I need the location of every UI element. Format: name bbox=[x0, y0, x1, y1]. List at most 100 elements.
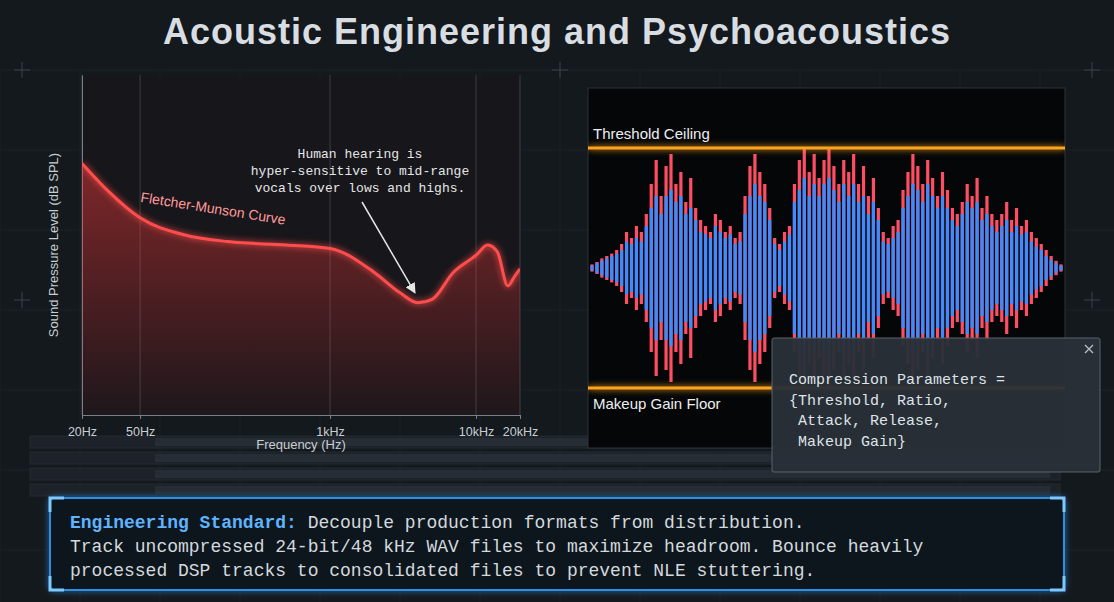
waveform-bar bbox=[655, 160, 658, 376]
close-icon[interactable] bbox=[1085, 345, 1093, 353]
waveform-bar bbox=[951, 208, 954, 328]
waveform-bar bbox=[911, 184, 914, 352]
waveform-bar bbox=[941, 196, 944, 340]
waveform-bar bbox=[1054, 263, 1057, 273]
waveform-bar bbox=[610, 256, 613, 280]
box-text: Compression Parameters ={Threshold, Rati… bbox=[789, 372, 1005, 451]
waveform-bar bbox=[788, 234, 791, 301]
tick: 10kHz bbox=[459, 415, 494, 439]
waveform-bar bbox=[936, 196, 939, 340]
waveform-bar bbox=[719, 220, 722, 316]
waveform-bar bbox=[734, 238, 737, 298]
waveform-bar bbox=[877, 220, 880, 316]
tick-mark bbox=[330, 415, 331, 419]
waveform-bar bbox=[778, 250, 781, 286]
waveform-bar bbox=[837, 202, 840, 334]
waveform-bar bbox=[635, 226, 638, 310]
waveform-bar bbox=[985, 214, 988, 322]
waveform-bar bbox=[783, 242, 786, 295]
waveform-bar bbox=[892, 238, 895, 298]
waveform-bar bbox=[758, 172, 761, 364]
waveform-bar bbox=[916, 190, 919, 346]
box-line: Track uncompressed 24-bit/48 kHz WAV fil… bbox=[70, 537, 924, 557]
waveform-bar bbox=[966, 184, 969, 352]
waveform-bar bbox=[1000, 226, 1003, 310]
waveform-bar bbox=[971, 196, 974, 340]
waveform-bar bbox=[669, 154, 672, 382]
waveform-bar bbox=[783, 232, 786, 304]
waveform-bar bbox=[877, 208, 880, 328]
tick-label: 20Hz bbox=[68, 425, 97, 439]
waveform-bar bbox=[620, 244, 623, 292]
curve-area bbox=[82, 163, 520, 415]
waveform-bar bbox=[743, 196, 746, 340]
box-line: Attack, Release, bbox=[789, 413, 942, 430]
box-line: Makeup Gain} bbox=[789, 434, 906, 451]
waveform-bar bbox=[941, 172, 944, 364]
waveform-bar bbox=[827, 178, 830, 358]
waveform-bar bbox=[709, 238, 712, 298]
waveform-bar bbox=[1030, 242, 1033, 295]
waveform-bar bbox=[595, 263, 598, 273]
waveform-bar bbox=[714, 226, 717, 310]
waveform-bar bbox=[1020, 234, 1023, 301]
waveform-bar bbox=[709, 232, 712, 304]
corner-bracket bbox=[1050, 498, 1064, 512]
waveform-bar bbox=[684, 214, 687, 322]
waveform-bar bbox=[862, 196, 865, 340]
grid bbox=[82, 75, 520, 415]
waveform-bar bbox=[763, 202, 766, 334]
waveform-bar bbox=[600, 261, 603, 275]
waveform-bar bbox=[748, 196, 751, 340]
waveform-bar bbox=[699, 220, 702, 316]
waveform-bar bbox=[813, 184, 816, 352]
axis-title: Frequency (Hz) bbox=[256, 437, 346, 452]
waveform-bar bbox=[1015, 208, 1018, 328]
waveform-bar bbox=[689, 208, 692, 328]
waveform-bar bbox=[1020, 226, 1023, 310]
waveform-bar bbox=[625, 242, 628, 295]
box-panel bbox=[50, 498, 1064, 590]
plot-background bbox=[82, 75, 520, 415]
waveform-bar bbox=[803, 178, 806, 358]
waveform-bar bbox=[739, 232, 742, 304]
close-button-area[interactable] bbox=[1081, 341, 1097, 357]
waveform-bar bbox=[1030, 232, 1033, 304]
box-panel bbox=[772, 338, 1100, 472]
waveform-bar bbox=[615, 254, 618, 283]
close-button[interactable] bbox=[1081, 341, 1097, 357]
waveform-bar bbox=[763, 184, 766, 352]
waveform-bar bbox=[605, 258, 608, 277]
background bbox=[0, 0, 1114, 602]
annotation-line: hyper-sensitive to mid-range bbox=[251, 164, 469, 179]
waveform-bar bbox=[768, 208, 771, 328]
waveform-bar bbox=[743, 214, 746, 322]
decoration bbox=[0, 62, 1114, 602]
crosshair bbox=[1084, 292, 1100, 308]
waveform-bar bbox=[956, 214, 959, 322]
waveform-bar bbox=[1045, 256, 1048, 280]
waveform-bar bbox=[872, 178, 875, 358]
waveform-bar bbox=[1025, 232, 1028, 304]
waveform-bar bbox=[778, 244, 781, 292]
waveform-bar bbox=[931, 178, 934, 358]
waveform-bar bbox=[724, 232, 727, 304]
waveform-bar bbox=[650, 208, 653, 328]
waveform-bar bbox=[1040, 250, 1043, 286]
waveform-bar bbox=[640, 232, 643, 304]
waveform-bar bbox=[980, 208, 983, 328]
waveform-bar bbox=[704, 226, 707, 310]
waveform-bar bbox=[975, 202, 978, 334]
waveform-bar bbox=[882, 232, 885, 304]
waveform-bar bbox=[1010, 232, 1013, 304]
waveform-bar bbox=[630, 244, 633, 292]
waveform-bar bbox=[640, 242, 643, 295]
waveform-bar bbox=[660, 196, 663, 340]
corner-bracket bbox=[50, 576, 64, 590]
waveform-bar bbox=[669, 190, 672, 346]
waveform-bar bbox=[832, 190, 835, 346]
waveform-bar bbox=[990, 226, 993, 310]
waveform-bar bbox=[901, 208, 904, 328]
waveform-bar bbox=[660, 214, 663, 322]
waveform-bar bbox=[1035, 238, 1038, 298]
